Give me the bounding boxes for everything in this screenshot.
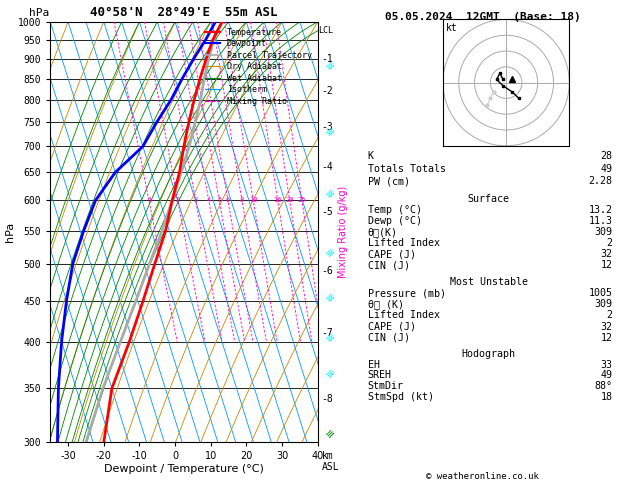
- Text: 11.3: 11.3: [588, 216, 612, 226]
- Text: ≡: ≡: [324, 186, 338, 200]
- Text: 5: 5: [217, 197, 221, 203]
- Text: Pressure (mb): Pressure (mb): [367, 288, 445, 298]
- Text: 309: 309: [594, 299, 612, 309]
- Text: CIN (J): CIN (J): [367, 333, 409, 343]
- Text: CIN (J): CIN (J): [367, 260, 409, 270]
- Text: 1005: 1005: [588, 288, 612, 298]
- Text: 2.28: 2.28: [588, 176, 612, 187]
- Text: 2: 2: [606, 238, 612, 248]
- Text: -1: -1: [321, 53, 333, 64]
- Text: -4: -4: [321, 162, 333, 172]
- Text: K: K: [367, 151, 374, 161]
- Text: -3: -3: [321, 122, 333, 132]
- Text: Mixing Ratio (g/kg): Mixing Ratio (g/kg): [338, 186, 348, 278]
- Y-axis label: hPa: hPa: [5, 222, 15, 242]
- Text: 12: 12: [600, 333, 612, 343]
- Text: 12: 12: [600, 260, 612, 270]
- Title: 40°58'N  28°49'E  55m ASL: 40°58'N 28°49'E 55m ASL: [90, 6, 278, 19]
- Text: ≡: ≡: [324, 427, 338, 440]
- Text: -6: -6: [321, 266, 333, 276]
- Text: 4: 4: [206, 197, 211, 203]
- Text: hPa: hPa: [29, 8, 49, 17]
- Text: PW (cm): PW (cm): [367, 176, 409, 187]
- Text: © weatheronline.co.uk: © weatheronline.co.uk: [426, 472, 539, 481]
- Text: 3: 3: [194, 197, 198, 203]
- Text: -7: -7: [321, 328, 333, 338]
- Text: -8: -8: [321, 394, 333, 403]
- Text: θᴇ(K): θᴇ(K): [367, 227, 398, 237]
- Text: 49: 49: [600, 164, 612, 174]
- Text: 18: 18: [600, 392, 612, 401]
- Text: 32: 32: [600, 249, 612, 259]
- Text: CAPE (J): CAPE (J): [367, 322, 416, 331]
- Text: 32: 32: [600, 322, 612, 331]
- Text: Dewp (°C): Dewp (°C): [367, 216, 421, 226]
- Text: Hodograph: Hodograph: [462, 349, 516, 359]
- Text: Lifted Index: Lifted Index: [367, 238, 440, 248]
- Text: 88°: 88°: [594, 381, 612, 391]
- Text: Surface: Surface: [467, 194, 509, 204]
- Text: StmDir: StmDir: [367, 381, 404, 391]
- Text: θᴇ (K): θᴇ (K): [367, 299, 404, 309]
- Text: ≡: ≡: [324, 330, 338, 344]
- Text: -5: -5: [321, 207, 333, 217]
- X-axis label: Dewpoint / Temperature (°C): Dewpoint / Temperature (°C): [104, 464, 264, 474]
- Text: 6: 6: [226, 197, 230, 203]
- Text: Temp (°C): Temp (°C): [367, 205, 421, 215]
- Text: ≡: ≡: [324, 366, 338, 380]
- Text: 28: 28: [600, 151, 612, 161]
- Text: ≡: ≡: [324, 59, 338, 72]
- Text: 20: 20: [286, 197, 294, 203]
- Text: 2: 2: [606, 311, 612, 320]
- Text: kt: kt: [446, 22, 458, 33]
- Text: Most Unstable: Most Unstable: [450, 277, 528, 287]
- Text: LCL: LCL: [318, 26, 333, 35]
- Text: Lifted Index: Lifted Index: [367, 311, 440, 320]
- Text: CAPE (J): CAPE (J): [367, 249, 416, 259]
- Text: SREH: SREH: [367, 370, 391, 381]
- Text: EH: EH: [367, 360, 379, 370]
- Text: 05.05.2024  12GMT  (Base: 18): 05.05.2024 12GMT (Base: 18): [385, 12, 581, 22]
- Text: -2: -2: [321, 86, 333, 96]
- Text: km
ASL: km ASL: [321, 451, 339, 472]
- Text: 33: 33: [600, 360, 612, 370]
- Text: 309: 309: [594, 227, 612, 237]
- Text: 13.2: 13.2: [588, 205, 612, 215]
- Text: 10: 10: [249, 197, 257, 203]
- Text: Totals Totals: Totals Totals: [367, 164, 445, 174]
- Text: StmSpd (kt): StmSpd (kt): [367, 392, 433, 401]
- Text: ≡: ≡: [324, 245, 338, 259]
- Text: 25: 25: [298, 197, 306, 203]
- Text: 49: 49: [600, 370, 612, 381]
- Text: ≡: ≡: [324, 124, 338, 138]
- Text: 2: 2: [175, 197, 180, 203]
- Legend: Temperature, Dewpoint, Parcel Trajectory, Dry Adiabat, Wet Adiabat, Isotherm, Mi: Temperature, Dewpoint, Parcel Trajectory…: [203, 26, 313, 107]
- Text: 1: 1: [147, 197, 151, 203]
- Text: ≡: ≡: [324, 290, 338, 304]
- Text: 8: 8: [240, 197, 244, 203]
- Text: 16: 16: [274, 197, 282, 203]
